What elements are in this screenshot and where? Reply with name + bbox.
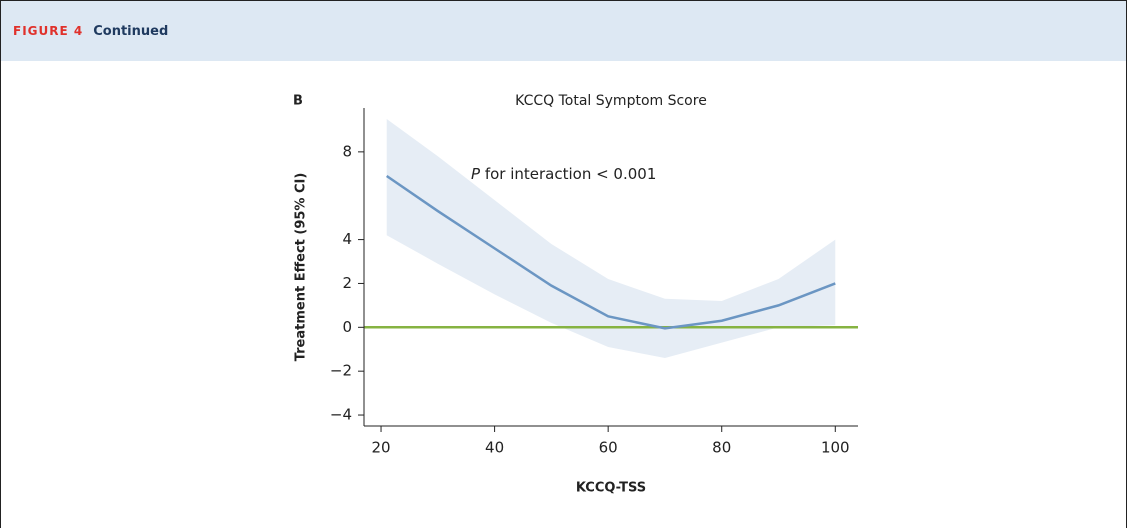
y-axis-label: Treatment Effect (95% CI) (294, 173, 309, 362)
annotation-italic: P (471, 165, 481, 183)
y-tick-label: −4 (330, 406, 352, 424)
x-tick-label: 20 (371, 439, 390, 457)
y-tick-label: 2 (342, 274, 352, 292)
y-tick-label: −2 (330, 362, 352, 380)
x-tick-label: 100 (821, 439, 850, 457)
x-axis-label: KCCQ-TSS (576, 481, 646, 496)
y-tick-label: 8 (342, 142, 352, 160)
chart-title: KCCQ Total Symptom Score (515, 93, 707, 109)
panel-label: B (293, 94, 303, 109)
annotation: P for interaction < 0.001 (471, 165, 656, 183)
chart: B KCCQ Total Symptom Score KCCQ-TSS Trea… (293, 93, 858, 496)
y-tick-label: 4 (342, 230, 352, 248)
figure-header: FIGURE 4 Continued (1, 1, 1126, 61)
confidence-band (386, 118, 836, 359)
figure-label: FIGURE 4 (13, 24, 84, 38)
annotation-text: for interaction < 0.001 (480, 165, 656, 183)
x-tick-label: 80 (712, 439, 731, 457)
line (386, 174, 836, 330)
x-tick-label: 40 (485, 439, 504, 457)
figure-subtitle: Continued (93, 23, 169, 39)
y-tick-label: 0 (342, 318, 352, 336)
x-tick-label: 60 (599, 439, 618, 457)
